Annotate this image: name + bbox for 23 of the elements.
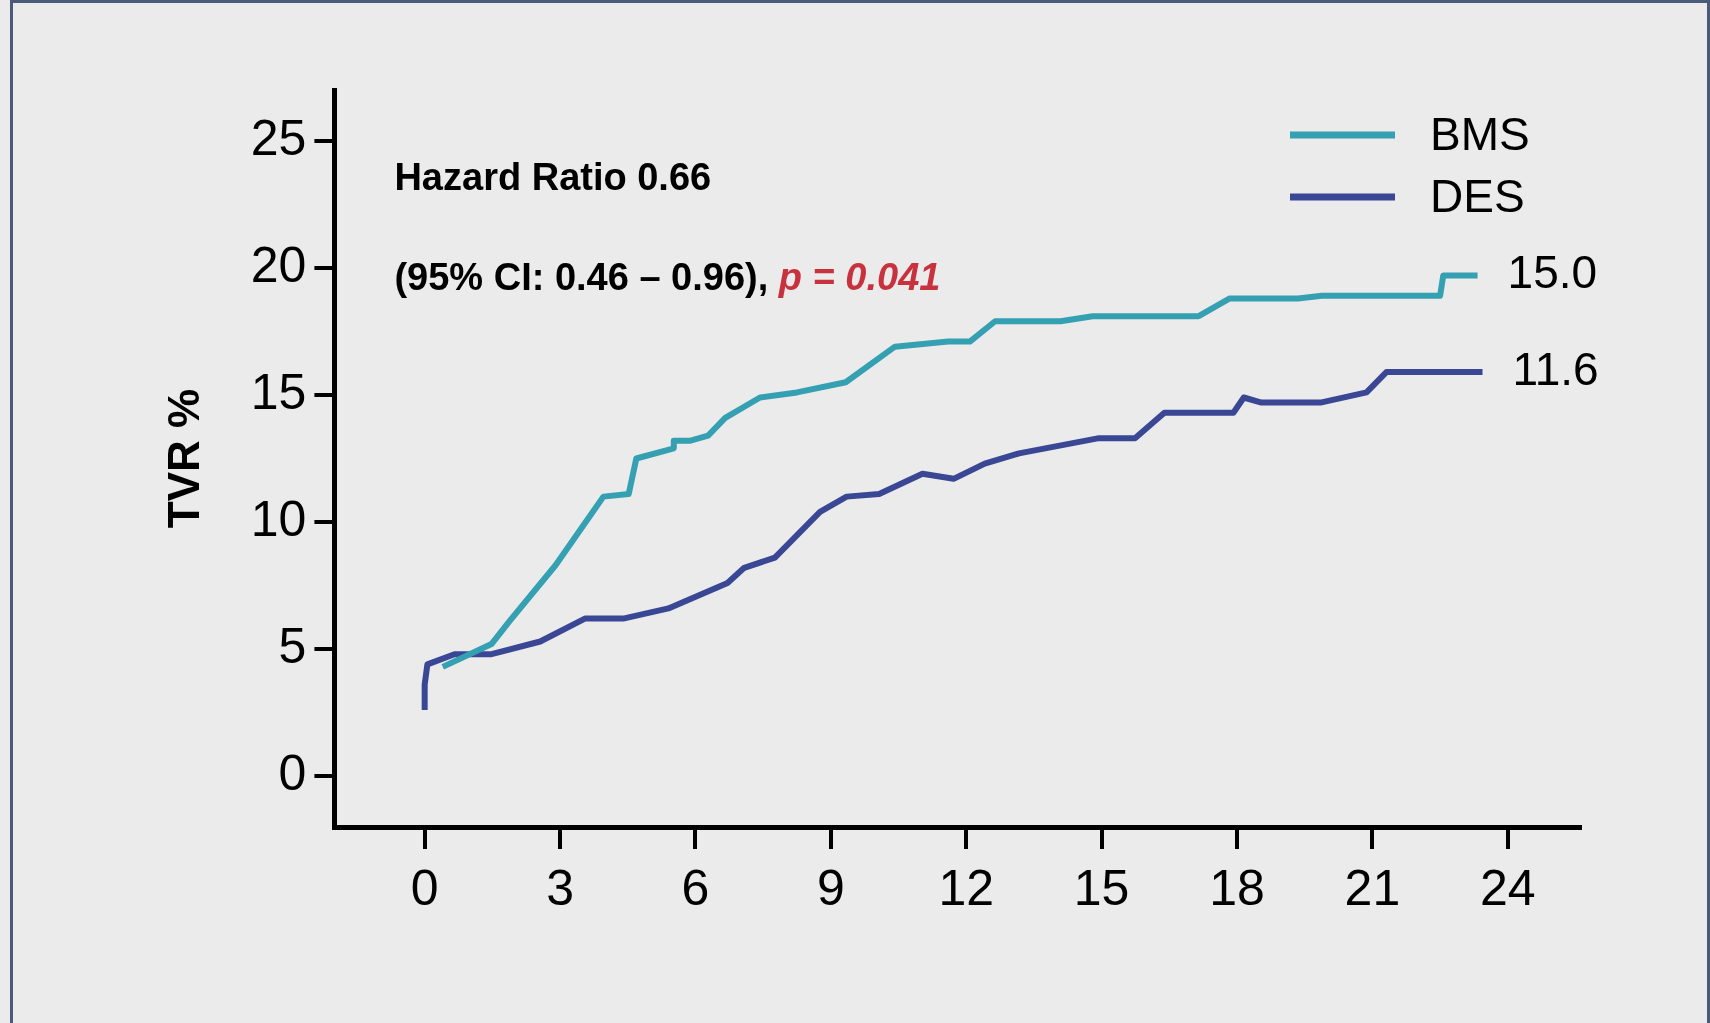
x-tick-label: 21: [1344, 859, 1401, 916]
y-tick-label: 0: [278, 744, 307, 801]
annotation: Hazard Ratio 0.66: [394, 156, 712, 198]
x-tick-label: 0: [410, 859, 439, 916]
x-tick-label: 12: [938, 859, 995, 916]
x-tick-label: 18: [1209, 859, 1265, 916]
annotation: 15.0: [1507, 246, 1598, 299]
y-tick-label: 20: [250, 236, 307, 293]
annotation: p = 0.041: [777, 256, 941, 298]
y-axis-title: TVR %: [158, 388, 208, 529]
y-tick-label: 15: [250, 363, 307, 420]
x-tick-label: 24: [1479, 859, 1536, 916]
annotation: 11.6: [1512, 342, 1599, 395]
x-tick-label: 3: [546, 859, 574, 916]
y-tick-label: 10: [250, 490, 307, 547]
legend-label: DES: [1430, 169, 1525, 222]
y-tick-label: 25: [250, 109, 307, 166]
annotation: (95% CI: 0.46 – 0.96),: [394, 256, 779, 298]
x-tick-label: 15: [1073, 859, 1130, 916]
x-tick-label: 9: [816, 859, 845, 916]
legend-label: BMS: [1430, 107, 1530, 160]
y-tick-label: 5: [278, 617, 307, 674]
x-tick-label: 6: [681, 859, 710, 916]
